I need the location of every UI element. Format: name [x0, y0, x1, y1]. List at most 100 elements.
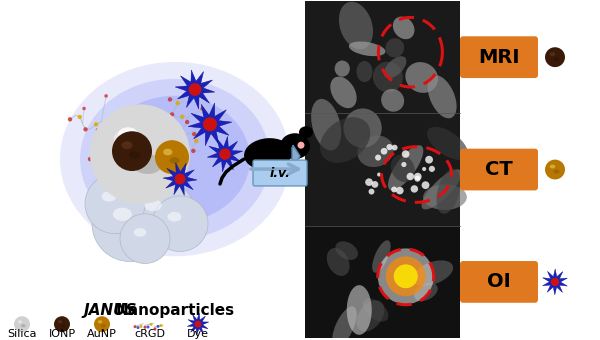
Circle shape — [191, 89, 194, 93]
Ellipse shape — [550, 52, 555, 56]
Ellipse shape — [113, 208, 132, 221]
Circle shape — [128, 131, 133, 136]
Circle shape — [396, 187, 404, 194]
Ellipse shape — [118, 127, 138, 141]
Circle shape — [82, 107, 86, 110]
Circle shape — [553, 279, 557, 284]
Circle shape — [104, 94, 108, 98]
Circle shape — [119, 115, 123, 119]
Circle shape — [394, 264, 418, 288]
Circle shape — [134, 141, 139, 145]
Ellipse shape — [384, 56, 406, 78]
Text: JANUS: JANUS — [83, 303, 137, 318]
Ellipse shape — [121, 141, 133, 149]
Circle shape — [88, 157, 92, 161]
Circle shape — [222, 151, 228, 157]
Ellipse shape — [21, 324, 26, 327]
FancyBboxPatch shape — [460, 36, 538, 78]
Circle shape — [85, 174, 145, 234]
Circle shape — [219, 148, 231, 160]
Circle shape — [414, 173, 422, 180]
Text: CT: CT — [485, 160, 513, 179]
Ellipse shape — [101, 324, 106, 327]
Circle shape — [149, 323, 152, 326]
Circle shape — [422, 167, 426, 171]
Circle shape — [191, 86, 199, 93]
Circle shape — [386, 144, 392, 150]
Ellipse shape — [349, 41, 385, 56]
Text: Silica: Silica — [7, 329, 37, 339]
Ellipse shape — [412, 260, 453, 286]
Circle shape — [410, 185, 418, 193]
Circle shape — [298, 142, 305, 149]
Circle shape — [83, 127, 88, 132]
Circle shape — [94, 150, 98, 154]
Text: OI: OI — [487, 272, 511, 291]
Circle shape — [94, 316, 110, 332]
Ellipse shape — [388, 145, 424, 190]
Bar — [305, 113, 460, 226]
Ellipse shape — [331, 76, 356, 108]
Ellipse shape — [385, 38, 404, 57]
Circle shape — [154, 327, 157, 330]
Text: AuNP: AuNP — [87, 329, 117, 339]
Circle shape — [180, 115, 184, 119]
Ellipse shape — [550, 165, 555, 169]
Circle shape — [194, 321, 202, 328]
Circle shape — [402, 150, 409, 158]
Ellipse shape — [167, 212, 181, 222]
Circle shape — [119, 118, 122, 122]
Circle shape — [54, 316, 70, 332]
Ellipse shape — [58, 320, 62, 323]
Text: cRGD: cRGD — [134, 329, 166, 339]
Circle shape — [170, 112, 175, 117]
Circle shape — [110, 147, 115, 151]
Ellipse shape — [60, 62, 290, 256]
Text: Dye: Dye — [187, 329, 209, 339]
Circle shape — [378, 249, 434, 304]
Ellipse shape — [335, 241, 358, 260]
Circle shape — [208, 122, 212, 125]
Circle shape — [133, 325, 137, 328]
Ellipse shape — [356, 61, 373, 82]
Ellipse shape — [428, 75, 457, 118]
Ellipse shape — [320, 117, 370, 163]
Ellipse shape — [356, 300, 384, 332]
Ellipse shape — [332, 306, 357, 340]
Text: Nanoparticles: Nanoparticles — [115, 303, 235, 318]
Circle shape — [101, 160, 105, 164]
Circle shape — [415, 176, 421, 182]
Circle shape — [392, 145, 398, 151]
Text: MRI: MRI — [478, 48, 520, 67]
Circle shape — [77, 115, 82, 119]
Circle shape — [157, 325, 160, 328]
Ellipse shape — [358, 136, 394, 167]
Circle shape — [368, 189, 374, 194]
FancyBboxPatch shape — [460, 261, 538, 303]
Circle shape — [194, 139, 199, 143]
Ellipse shape — [436, 169, 460, 214]
Circle shape — [545, 47, 565, 67]
Ellipse shape — [391, 155, 415, 182]
Circle shape — [375, 155, 381, 160]
Circle shape — [155, 140, 189, 174]
Circle shape — [160, 324, 163, 327]
Circle shape — [551, 278, 559, 286]
Circle shape — [191, 149, 196, 153]
Circle shape — [192, 132, 196, 136]
Text: i.v.: i.v. — [269, 167, 290, 180]
Circle shape — [137, 326, 139, 329]
Ellipse shape — [169, 157, 179, 164]
Ellipse shape — [393, 17, 415, 39]
Circle shape — [112, 131, 152, 171]
Circle shape — [185, 120, 190, 124]
Circle shape — [175, 174, 185, 184]
Ellipse shape — [163, 149, 172, 155]
Circle shape — [137, 142, 142, 147]
Circle shape — [176, 101, 180, 105]
Circle shape — [180, 131, 185, 135]
Ellipse shape — [347, 285, 372, 335]
Ellipse shape — [134, 228, 146, 237]
Bar — [305, 1, 460, 113]
Circle shape — [152, 196, 208, 252]
